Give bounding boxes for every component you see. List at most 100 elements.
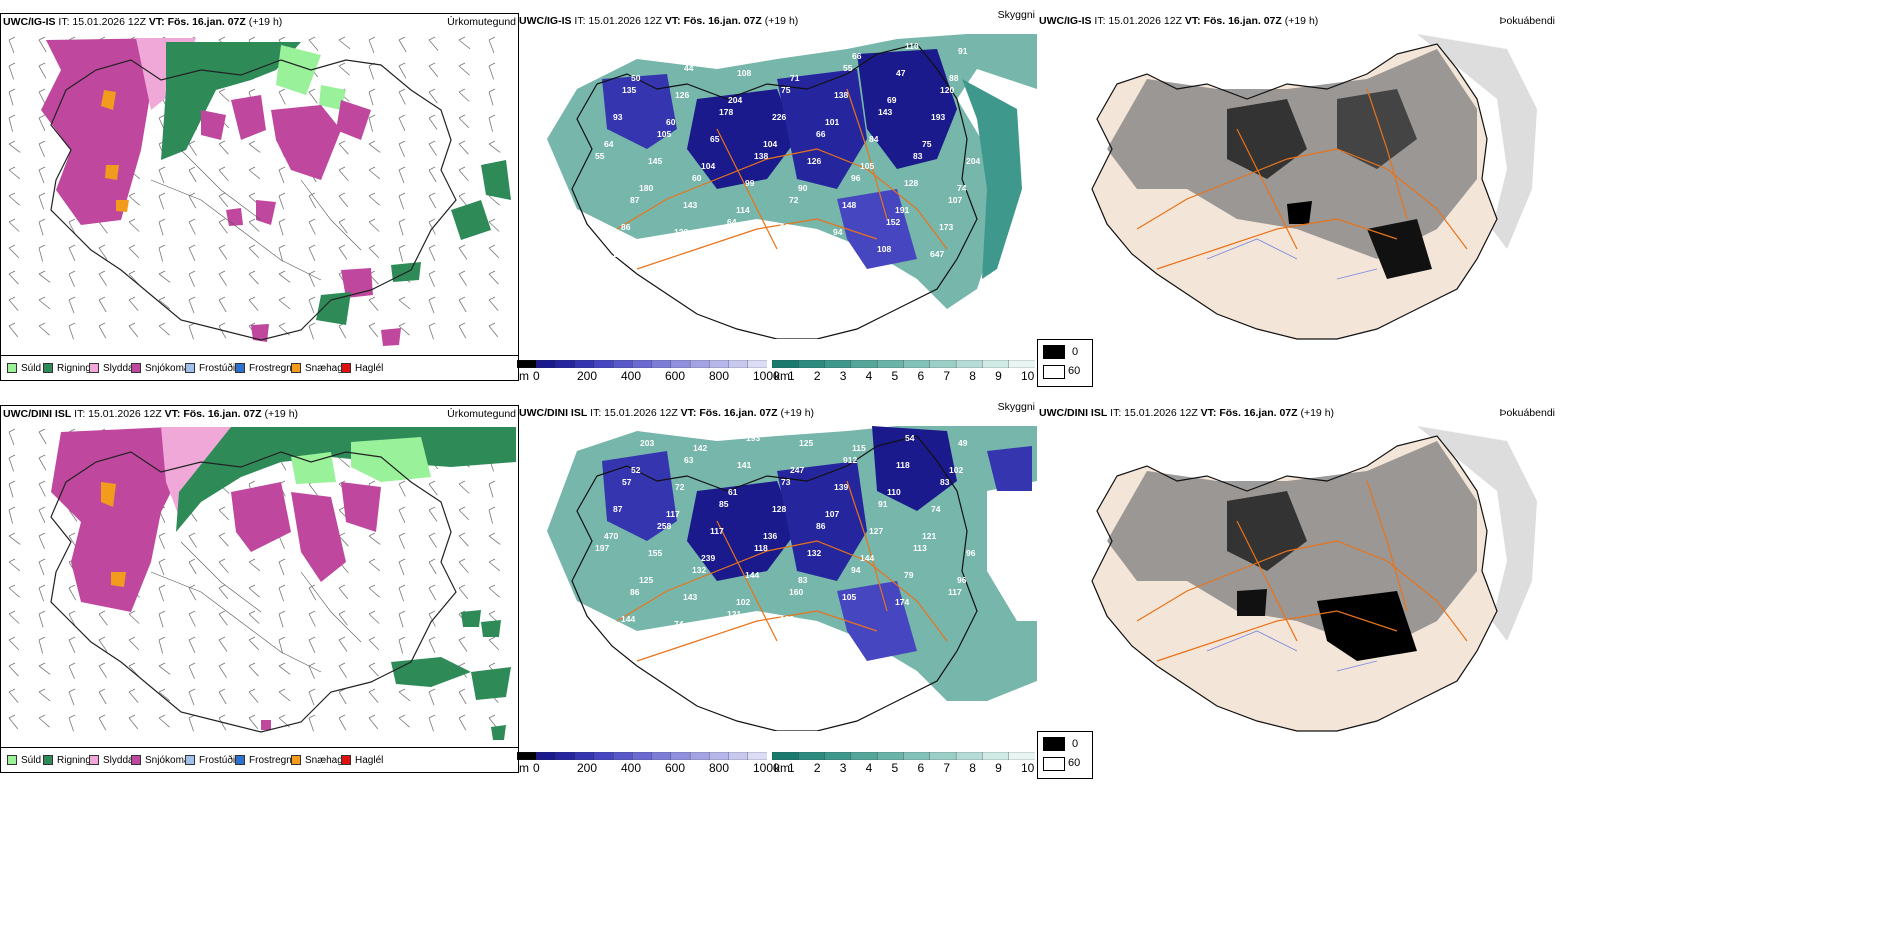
cloud-base-label: 88 [949,73,959,83]
wind-barb [8,192,20,206]
cloud-base-label: 204 [728,95,742,105]
valid-time: VT: Fös. 16.jan. 07Z [680,407,778,419]
cloud-base-label: 72 [675,482,685,492]
wind-barb [458,192,469,208]
cloud-base-label: 115 [852,443,866,453]
wind-barb [158,662,171,675]
legend-swatch [185,363,195,373]
wind-barb [428,480,438,496]
wind-barb [8,636,20,651]
colorbar-tick: 3 [839,369,847,383]
colorbar-swatch [536,751,557,761]
wind-barb [428,296,436,314]
wind-barb [188,584,197,601]
coastline [1091,43,1498,340]
wind-barb [458,688,467,705]
cloud-base-label: 102 [949,465,963,475]
cloud-base-label: 152 [886,217,900,227]
cloud-base-label: 144 [860,553,874,563]
colorbar-swatch [747,751,768,761]
colorbar-swatch [955,751,984,761]
visibility-map: 467 239 311 236 99 66 110 91 50 44 108 71 55 47 88 135 1… [547,34,1037,339]
colorbar-swatch [850,751,878,761]
coastline [50,451,457,733]
wind-barb [128,296,139,311]
colorbar-swatch [709,751,730,761]
wind-barb [188,140,197,156]
wind-barb [8,36,16,54]
wind-barb [8,270,19,285]
wind-barb [38,558,46,576]
wind-barb [248,166,261,180]
colorbar-swatch [877,751,905,761]
colorbar-swatch [709,359,730,369]
wind-barb [488,218,500,232]
colorbar-tick: 2 [813,369,821,383]
wind-barb [68,662,76,680]
wind-barb [338,610,348,626]
valid-time: VT: Fös. 16.jan. 07Z [1184,15,1282,27]
wind-barb [8,62,16,80]
wind-barb [278,166,286,184]
wind-barb [158,636,166,654]
fog-legend-dark-label: 0 [1072,738,1079,750]
cloud-base-label: 470 [604,531,618,541]
height-unit: m [519,369,529,383]
wind-barb [428,36,439,51]
cloud-base-label: 86 [816,521,826,531]
wind-barb [338,662,347,678]
wind-barb [38,506,46,523]
wind-barb [38,114,46,131]
km-colorbar-swatches [771,359,1036,369]
cloud-base-label: 125 [799,438,813,448]
wind-barb [218,558,229,573]
legend-swatch [43,755,53,765]
wind-barb [98,688,107,705]
panel-header: UWC/IG-IS IT: 15.01.2026 12Z VT: Fös. 16… [1039,13,1555,29]
wind-barb [68,218,76,235]
wind-barb [218,296,227,313]
cloud-base-label: 79 [904,570,914,580]
legend-item-súld: Súld [7,363,41,374]
wind-barb [8,714,19,730]
wind-barb [338,140,349,155]
cloud-base-label: 60 [666,117,676,127]
cloud-base-label: 122 [674,227,688,237]
wind-barb [158,584,166,602]
wind-barb [68,688,76,706]
colorbar-swatch [536,359,557,369]
cloud-base-label: 118 [754,543,768,553]
height-colorbar: m 0 200 400 600 800 1000 [516,355,780,385]
cloud-base-label: 136 [763,531,777,541]
lead-time: (+19 h) [764,15,799,27]
wind-barb [38,36,47,53]
wind-barb [488,62,496,80]
panel-header: UWC/DINI ISL IT: 15.01.2026 12Z VT: Fös.… [1039,405,1555,421]
cloud-base-label: 117 [666,509,680,519]
cloud-base-label: 75 [922,139,932,149]
wind-barb [428,714,436,732]
wind-barb [188,714,196,732]
wind-barb [158,558,166,576]
wind-barb [248,244,260,259]
wind-barb [428,688,436,706]
cloud-base-label: 143 [878,107,892,117]
precip-legend: Súld Rigning Slydda Snjókoma Frostúði Frostre… [1,355,518,380]
wind-barb [188,532,197,548]
cloud-base-label: 96 [957,575,967,585]
wind-barb [308,218,316,235]
cloud-base-label: 647 [930,249,944,259]
colorbar-tick: 1000 [753,369,780,383]
cloud-base-label: 139 [834,482,848,492]
legend-swatch [185,755,195,765]
colorbar-tick: 400 [621,761,642,775]
wind-barb [128,192,140,206]
wind-barb [458,506,470,521]
legend-item-frostúði: Frostúði [185,363,235,374]
wind-barb [308,610,316,627]
wind-barb [308,244,316,261]
colorbar-tick: 8 [969,369,976,383]
cloud-base-label: 239 [640,46,654,56]
colorbar-swatch [689,751,710,761]
colorbar-swatch [516,359,537,369]
